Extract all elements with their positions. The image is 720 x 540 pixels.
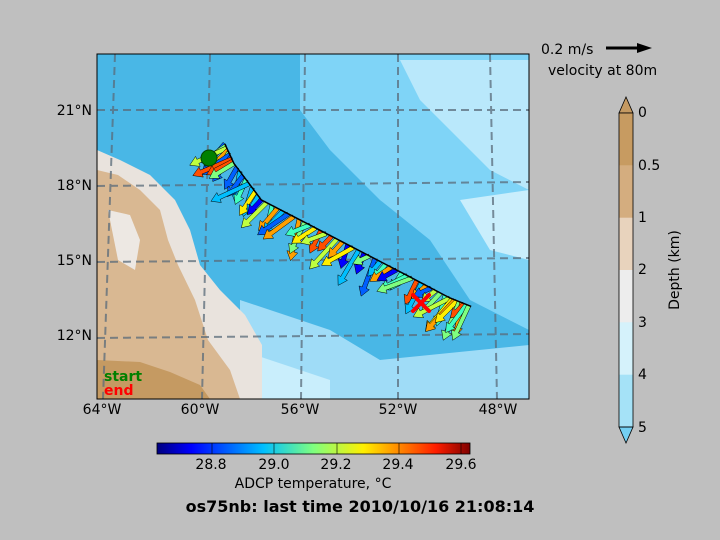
depth-colorbar-band bbox=[619, 374, 633, 428]
shallow-patch-se bbox=[460, 190, 529, 260]
depth-colorbar-band bbox=[619, 113, 633, 166]
depth-ticks: 0 0.5 1 2 3 4 5 bbox=[638, 105, 660, 436]
grid-lat-15 bbox=[96, 257, 530, 263]
lon-tick-label: 56°W bbox=[281, 402, 320, 418]
lat-tick-label: 15°N bbox=[57, 253, 92, 269]
lon-tick-label: 60°W bbox=[181, 402, 220, 418]
plot-title: os75nb: last time 2010/10/16 21:08:14 bbox=[186, 497, 535, 516]
velocity-arrow bbox=[376, 267, 398, 282]
depth-colorbar-bottom-cap bbox=[618, 426, 634, 444]
lat-tick-label: 12°N bbox=[57, 328, 92, 344]
temp-tick-label: 29.4 bbox=[382, 457, 413, 473]
depth-colorbar-frame bbox=[618, 112, 634, 428]
grid-lat-18 bbox=[96, 181, 530, 187]
lat-tick-label: 18°N bbox=[57, 178, 92, 194]
velocity-arrow bbox=[240, 200, 269, 229]
start-legend-label: start bbox=[104, 369, 142, 385]
end-marker bbox=[411, 293, 431, 313]
temperature-ticks: 28.8 29.0 29.2 29.4 29.6 bbox=[195, 457, 476, 473]
lon-tick-label: 64°W bbox=[83, 402, 122, 418]
temperature-colorbar-dividers bbox=[211, 443, 462, 454]
lat-tick-label: 21°N bbox=[57, 103, 92, 119]
lon-axis: 64°W 60°W 56°W 52°W 48°W bbox=[83, 402, 518, 418]
land-light-interior bbox=[108, 210, 140, 270]
velocity-key: 0.2 m/s velocity at 80m bbox=[541, 42, 657, 79]
velocity-arrow bbox=[262, 214, 296, 240]
map-frame bbox=[96, 53, 530, 400]
depth-colorbar-label: Depth (km) bbox=[667, 230, 683, 310]
velocity-scale-arrow-icon bbox=[606, 43, 652, 53]
temp-tick-label: 29.0 bbox=[258, 457, 289, 473]
start-marker bbox=[200, 149, 218, 167]
temperature-colorbar-label: ADCP temperature, °C bbox=[235, 476, 392, 492]
depth-tick-label: 4 bbox=[638, 367, 647, 383]
velocity-arrow bbox=[412, 285, 433, 298]
velocity-arrow bbox=[376, 275, 414, 294]
ship-track bbox=[224, 143, 472, 308]
velocity-arrow bbox=[291, 225, 317, 244]
graticule bbox=[96, 53, 530, 400]
very-shallow-south bbox=[240, 350, 330, 399]
velocity-arrow bbox=[300, 231, 328, 246]
temp-tick-label: 29.2 bbox=[320, 457, 351, 473]
velocity-arrow bbox=[317, 234, 334, 252]
velocity-arrow bbox=[284, 222, 312, 237]
land-dark bbox=[97, 360, 210, 399]
velocity-depth-label: velocity at 80m bbox=[548, 63, 657, 79]
depth-colorbar-band bbox=[619, 322, 633, 376]
velocity-arrow bbox=[412, 295, 452, 318]
depth-tick-label: 0.5 bbox=[638, 158, 660, 174]
depth-colorbar-top-cap bbox=[618, 96, 634, 114]
grid-lon-60 bbox=[201, 53, 211, 400]
velocity-arrow bbox=[352, 253, 371, 266]
grid-lon-64 bbox=[102, 53, 116, 400]
lon-tick-label: 52°W bbox=[379, 402, 418, 418]
velocity-arrow bbox=[309, 237, 339, 270]
temp-tick-label: 29.6 bbox=[445, 457, 476, 473]
depth-tick-label: 2 bbox=[638, 262, 647, 278]
velocity-arrow bbox=[451, 304, 472, 341]
grid-lat-12 bbox=[96, 333, 530, 339]
shallow-patch-e bbox=[400, 60, 529, 190]
velocity-arrow bbox=[239, 190, 258, 216]
lat-axis: 21°N 18°N 15°N 12°N bbox=[57, 103, 92, 344]
velocity-scale-label: 0.2 m/s bbox=[541, 42, 593, 58]
temp-tick-label: 28.8 bbox=[195, 457, 226, 473]
depth-tick-label: 3 bbox=[638, 315, 647, 331]
depth-tick-label: 0 bbox=[638, 105, 647, 121]
depth-tick-label: 5 bbox=[638, 420, 647, 436]
velocity-arrow bbox=[210, 181, 251, 203]
velocity-arrow bbox=[321, 245, 355, 266]
temperature-colorbar: 28.8 29.0 29.2 29.4 29.6 ADCP temperatur… bbox=[156, 442, 477, 492]
depth-colorbar-band bbox=[619, 270, 633, 323]
velocity-arrow bbox=[257, 211, 290, 236]
velocity-arrow bbox=[208, 161, 236, 179]
end-legend-label: end bbox=[104, 383, 133, 399]
grid-lon-48 bbox=[489, 53, 498, 400]
depth-colorbar: 0 0.5 1 2 3 4 5 Depth (km) bbox=[618, 96, 683, 444]
temperature-colorbar-gradient bbox=[156, 442, 471, 455]
depth-colorbar-band bbox=[619, 165, 633, 219]
depth-tick-label: 1 bbox=[638, 210, 647, 226]
lon-tick-label: 48°W bbox=[479, 402, 518, 418]
map-panel: start end 21°N 18°N 15°N 12°N 64°W 60°W … bbox=[57, 53, 530, 418]
depth-colorbar-band bbox=[619, 217, 633, 271]
